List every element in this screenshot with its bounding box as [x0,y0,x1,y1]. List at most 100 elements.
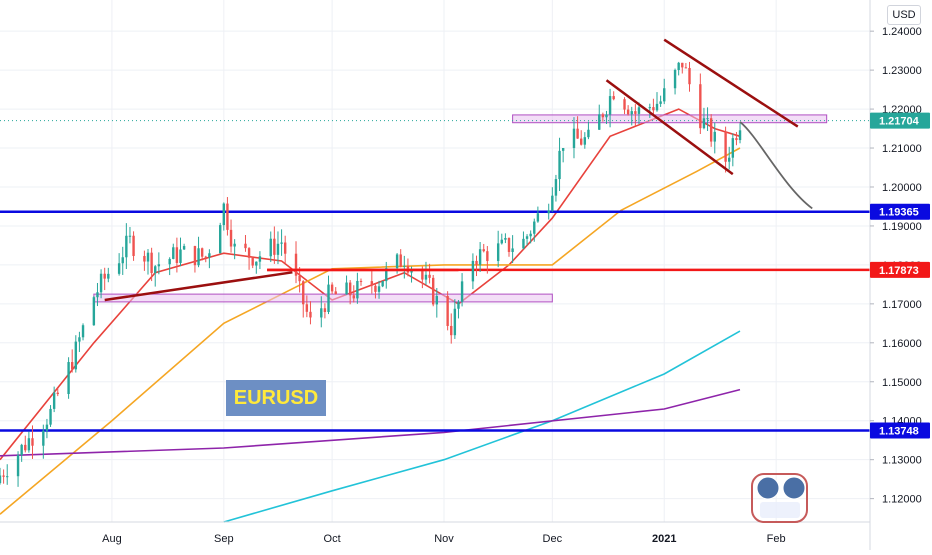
candle [435,287,439,318]
candle [334,287,337,295]
support-resistance-zone [93,293,553,303]
zones [93,114,828,303]
candle [309,301,312,325]
candle [233,239,236,260]
candle [475,255,478,277]
time-tick-label: Nov [434,533,454,545]
time-tick-label: Sep [214,533,234,545]
candle [605,110,608,125]
candle-body [305,304,309,312]
candle [587,121,590,140]
moving-averages [0,108,741,523]
candle-body [608,96,612,115]
candle-body [352,295,355,299]
candle-body [179,249,182,263]
candle [269,231,272,263]
candle [74,335,78,373]
candle-body [507,238,511,252]
candle-body [309,311,312,318]
candle [478,242,482,272]
candle-body [536,213,540,222]
candle [56,388,59,397]
candle-body [121,257,124,264]
candle-body [673,69,677,89]
candle-body [233,243,236,247]
candle-body [486,251,489,262]
candle-body [572,128,576,149]
candle [706,107,709,131]
candle [345,275,348,295]
candle [525,234,529,246]
candle-body [652,107,655,111]
trend-line [663,38,799,128]
level-price-tag: 1.13748 [879,426,919,438]
candle-body [45,424,49,431]
candle-body [377,286,381,292]
candle [626,105,630,116]
candle [92,295,96,326]
candle-body [370,281,374,286]
candle-body [460,281,464,302]
candle [403,255,406,279]
candle [688,61,691,92]
candle-body [655,103,659,111]
candle-body [453,308,457,336]
candle [99,269,103,299]
candle [49,405,52,427]
candle [255,261,258,274]
candle-body [208,253,211,258]
time-tick-label: Dec [543,533,563,545]
candle [172,243,175,260]
candle-body [533,221,536,234]
candle-body [511,248,514,252]
candle-body [0,475,2,484]
candle-body [558,150,561,180]
current-price-tag: 1.21704 [879,116,920,128]
candle-body [168,258,171,265]
candle [673,68,677,95]
candle [150,247,153,282]
candle-body [229,229,233,247]
candle [27,431,31,453]
candle-body [49,408,52,425]
candle-body [547,210,550,214]
candle [511,235,514,264]
candle-body [6,476,9,478]
candle [226,197,229,236]
price-tick-label: 1.17000 [882,299,922,311]
candle [283,235,287,264]
candle [374,283,377,299]
candle [327,275,330,315]
candle-body [154,266,157,274]
candle [244,235,247,252]
candle [551,187,554,212]
candle-body [276,243,280,255]
candle [431,274,435,307]
candle [305,295,309,318]
candle-body [172,247,175,259]
candle-body [255,261,258,266]
candle [547,203,550,220]
candle [42,424,45,459]
price-tick-label: 1.23000 [882,65,922,77]
candle-body [583,137,587,145]
candle-body [735,138,738,141]
candle [583,132,587,149]
candle-body [280,242,283,244]
candle [677,61,680,76]
candle-body [724,131,727,162]
time-axis[interactable]: Aug Sep Oct Nov Dec 2021 Feb [0,521,870,545]
time-tick-label: 2021 [652,533,676,545]
candle [128,227,132,244]
candle-body [258,256,262,262]
candle-body [421,269,424,280]
currency-button[interactable]: USD [887,5,921,25]
candle [179,237,182,267]
candle [731,133,735,167]
candle-body [659,101,662,104]
candle [684,63,688,69]
candle-body [200,248,204,257]
candle [507,237,511,257]
